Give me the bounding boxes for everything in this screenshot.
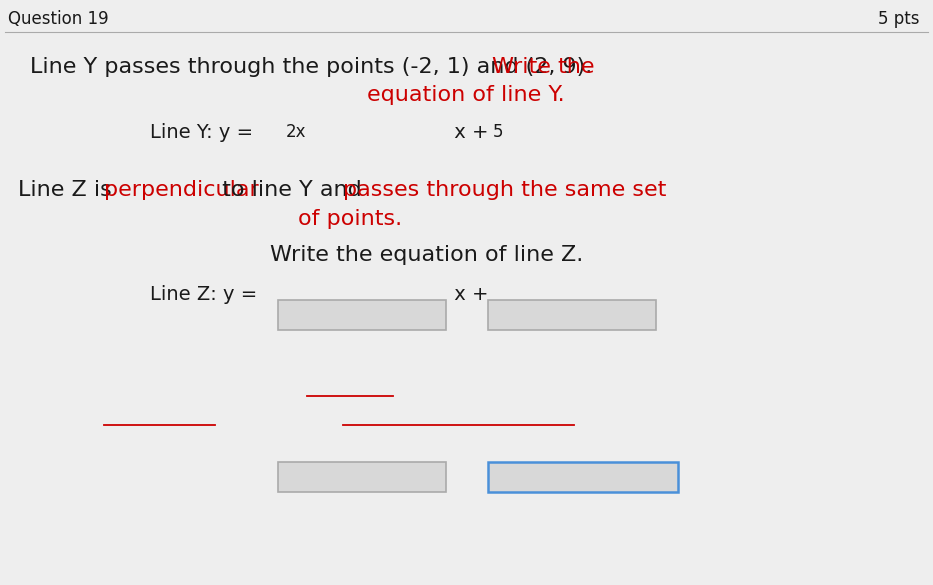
Text: Line Z is: Line Z is — [18, 180, 118, 200]
Text: equation of line Y.: equation of line Y. — [368, 85, 564, 105]
Text: 5: 5 — [493, 123, 504, 141]
Text: x +: x + — [448, 285, 494, 304]
Text: 5 pts: 5 pts — [879, 10, 920, 28]
Text: x +: x + — [448, 123, 494, 142]
Text: perpendicular: perpendicular — [104, 180, 258, 200]
FancyBboxPatch shape — [278, 300, 446, 330]
Text: passes through the same set: passes through the same set — [343, 180, 666, 200]
FancyBboxPatch shape — [488, 462, 678, 492]
Text: to line Y and: to line Y and — [215, 180, 369, 200]
FancyBboxPatch shape — [278, 462, 446, 492]
FancyBboxPatch shape — [488, 300, 656, 330]
Text: 2x: 2x — [286, 123, 307, 141]
Text: Line Y passes through the points (-2, 1) and (2, 9).: Line Y passes through the points (-2, 1)… — [30, 57, 606, 77]
Text: Write the: Write the — [492, 57, 594, 77]
Text: Line Z: y =: Line Z: y = — [150, 285, 263, 304]
Text: Write the equation of line Z.: Write the equation of line Z. — [270, 245, 583, 265]
Text: Line Y: y =: Line Y: y = — [150, 123, 259, 142]
Text: of points.: of points. — [298, 209, 402, 229]
Text: Question 19: Question 19 — [8, 10, 108, 28]
